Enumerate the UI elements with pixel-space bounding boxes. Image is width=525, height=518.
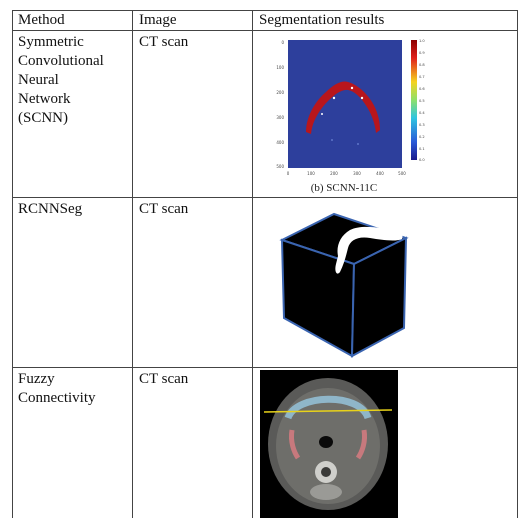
y-tick: 0 bbox=[281, 40, 284, 45]
colorbar-tick: 0.6 bbox=[419, 87, 425, 91]
mask-dot bbox=[321, 113, 323, 115]
colorbar-tick: 0.0 bbox=[419, 158, 425, 162]
mask-dot bbox=[360, 96, 364, 100]
method-cell-fuzzy: Fuzzy Connectivity bbox=[18, 370, 96, 408]
speck bbox=[357, 143, 359, 145]
image-cell-fuzzy: CT scan bbox=[139, 371, 189, 387]
method-cell-scnn: Symmetric Convolutional Neural Network (… bbox=[18, 33, 104, 128]
y-tick: 300 bbox=[276, 115, 284, 120]
column-divider-1 bbox=[132, 10, 133, 518]
colorbar-tick: 0.8 bbox=[419, 63, 425, 67]
ct-reference-line bbox=[263, 409, 393, 413]
colorbar-tick: 0.7 bbox=[419, 75, 425, 79]
y-tick: 100 bbox=[276, 65, 284, 70]
colorbar-tick: 0.1 bbox=[419, 147, 425, 151]
x-tick: 200 bbox=[330, 171, 338, 176]
method-line: Symmetric bbox=[18, 34, 84, 50]
y-tick: 200 bbox=[276, 90, 284, 95]
scnn-segmentation-figure: 0 100 200 300 400 500 0 100 200 300 400 … bbox=[264, 36, 429, 196]
table-border-right bbox=[517, 10, 518, 518]
header-method: Method bbox=[18, 12, 65, 28]
y-tick: 400 bbox=[276, 140, 284, 145]
colorbar-tick: 0.2 bbox=[419, 135, 425, 139]
table-border-left bbox=[12, 10, 13, 518]
mask-dot bbox=[332, 96, 336, 100]
image-cell-scnn: CT scan bbox=[139, 34, 189, 50]
ct-scan-figure bbox=[260, 370, 398, 518]
bone-segmentation bbox=[335, 226, 403, 274]
header-segmentation-results: Segmentation results bbox=[259, 12, 385, 28]
comparison-table: Method Image Segmentation results Symmet… bbox=[12, 10, 518, 518]
x-tick: 500 bbox=[398, 171, 406, 176]
rcnnseg-cube-figure bbox=[268, 206, 428, 361]
mandible-mask bbox=[306, 81, 380, 134]
table-border-top bbox=[12, 10, 518, 11]
cube-right-face bbox=[350, 236, 408, 358]
colorbar-tick: 0.5 bbox=[419, 99, 425, 103]
method-cell-rcnnseg: RCNNSeg bbox=[18, 200, 82, 219]
header-divider bbox=[12, 30, 518, 31]
speck bbox=[331, 139, 333, 141]
method-line: Fuzzy bbox=[18, 371, 55, 387]
x-tick: 300 bbox=[353, 171, 361, 176]
colorbar-tick: 0.4 bbox=[419, 111, 425, 115]
method-line: RCNNSeg bbox=[18, 201, 83, 217]
header-image: Image bbox=[139, 12, 177, 28]
ct-left-ramus bbox=[289, 429, 301, 460]
ct-right-ramus bbox=[355, 429, 367, 460]
scnn-plot-area bbox=[288, 40, 402, 168]
method-line: Network bbox=[18, 91, 71, 107]
ct-airway bbox=[319, 436, 333, 448]
row-divider-2 bbox=[12, 367, 518, 368]
colorbar-tick: 0.9 bbox=[419, 51, 425, 55]
method-line: Neural bbox=[18, 72, 59, 88]
colorbar-tick: 1.0 bbox=[419, 39, 425, 43]
colorbar-tick: 0.3 bbox=[419, 123, 425, 127]
colorbar bbox=[411, 40, 417, 160]
method-line: (SCNN) bbox=[18, 110, 69, 126]
y-tick: 500 bbox=[276, 164, 284, 169]
x-tick: 0 bbox=[287, 171, 290, 176]
x-tick: 400 bbox=[376, 171, 384, 176]
x-tick: 100 bbox=[307, 171, 315, 176]
column-divider-2 bbox=[252, 10, 253, 518]
mask-dot bbox=[350, 86, 354, 90]
method-line: Convolutional bbox=[18, 53, 104, 69]
scnn-caption: (b) SCNN-11C bbox=[311, 182, 378, 194]
method-line: Connectivity bbox=[18, 390, 96, 406]
row-divider-1 bbox=[12, 197, 518, 198]
image-cell-rcnnseg: CT scan bbox=[139, 201, 189, 217]
